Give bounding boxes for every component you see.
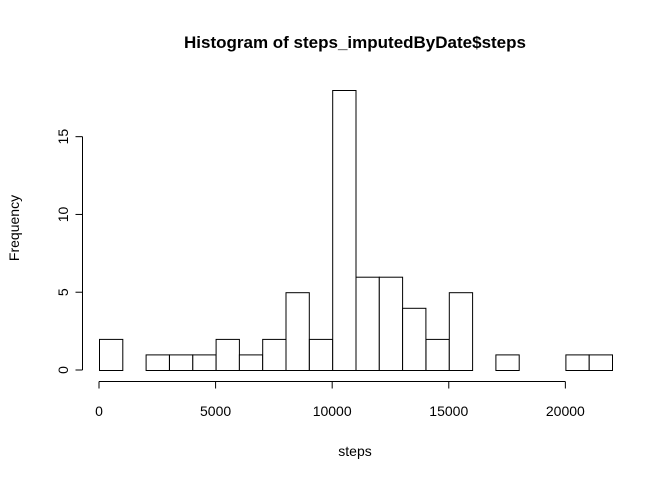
x-tick-label: 15000 bbox=[429, 403, 468, 419]
y-axis: 0 5 10 15 bbox=[55, 129, 83, 374]
histogram-bar bbox=[332, 90, 357, 371]
x-tick-label: 10000 bbox=[313, 403, 352, 419]
histogram-bar bbox=[192, 354, 217, 371]
histogram-bar bbox=[378, 276, 404, 372]
histogram-bar bbox=[238, 354, 264, 371]
y-tick-label: 0 bbox=[55, 366, 71, 374]
y-tick-label: 15 bbox=[55, 129, 71, 145]
x-axis: 0 5000 10000 15000 20000 bbox=[95, 381, 585, 419]
histogram-bar bbox=[448, 292, 474, 372]
x-tick-label: 0 bbox=[95, 403, 103, 419]
histogram-bar bbox=[425, 338, 450, 371]
histogram-bar bbox=[308, 338, 334, 371]
histogram-bar bbox=[262, 338, 287, 371]
x-axis-label: steps bbox=[338, 443, 371, 459]
histogram-bar bbox=[402, 307, 427, 371]
x-tick-label: 20000 bbox=[546, 403, 585, 419]
histogram-bar bbox=[355, 276, 380, 372]
y-axis-label: Frequency bbox=[6, 195, 22, 261]
histogram-bar bbox=[565, 354, 590, 371]
bars-group bbox=[99, 90, 614, 372]
histogram-bar bbox=[169, 354, 194, 371]
histogram-bar bbox=[145, 354, 170, 371]
chart-title: Histogram of steps_imputedByDate$steps bbox=[184, 33, 526, 52]
histogram-bar bbox=[215, 338, 240, 371]
histogram-bar bbox=[495, 354, 520, 371]
histogram-bar bbox=[99, 338, 124, 371]
y-tick-label: 5 bbox=[55, 288, 71, 296]
x-tick-label: 5000 bbox=[200, 403, 231, 419]
histogram-bar bbox=[285, 292, 310, 372]
histogram-bar bbox=[588, 354, 614, 371]
y-tick-label: 10 bbox=[55, 206, 71, 222]
